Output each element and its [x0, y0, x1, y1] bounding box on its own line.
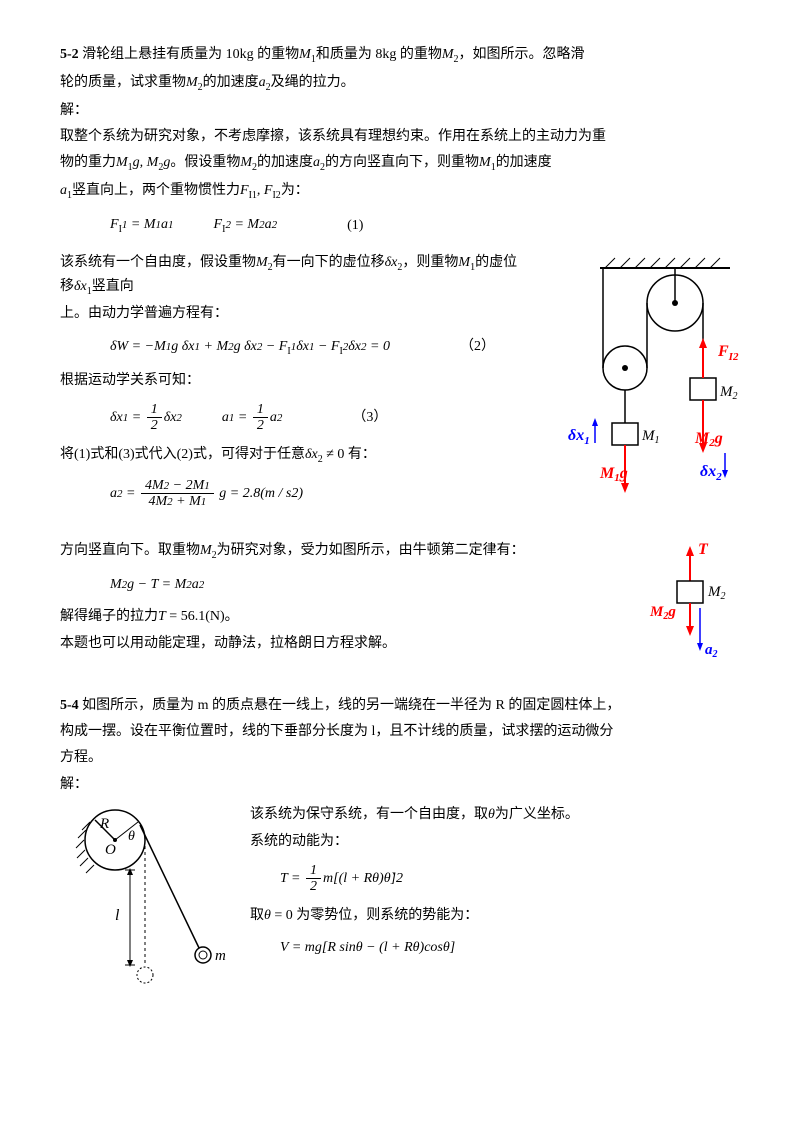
- svg-text:M2g: M2g: [649, 604, 676, 622]
- svg-text:θ: θ: [128, 829, 135, 844]
- svg-text:T: T: [698, 541, 709, 558]
- para-1b: 物的重力M1g, M2g。假设重物M2的加速度a2的方向竖直向下，则重物M1的加…: [60, 152, 740, 176]
- para-3: 该系统有一个自由度，假设重物M2有一向下的虚位移δx2，则重物M1的虚位移δx1…: [60, 252, 520, 300]
- para-2: a1竖直向上，两个重物惯性力FI1, FI2为：: [60, 180, 740, 204]
- equation-T: T = 12m[(l + Rθ)θ̇]2: [280, 863, 740, 895]
- svg-text:a2: a2: [705, 642, 718, 660]
- para-1: 取整个系统为研究对象，不考虑摩擦，该系统具有理想约束。作用在系统上的主动力为重: [60, 126, 740, 148]
- svg-text:M2g: M2g: [694, 430, 723, 449]
- p54-para3: 取θ = 0 为零势位，则系统的势能为：: [250, 905, 740, 927]
- para-8: 解得绳子的拉力T = 56.1(N)。: [60, 606, 630, 628]
- svg-text:M1: M1: [641, 428, 660, 446]
- figure-pendulum: R O θ m l: [60, 800, 240, 1008]
- problem-5-2-title: 5-2 滑轮组上悬挂有质量为 10kg 的重物M1和质量为 8kg 的重物M2，…: [60, 44, 740, 68]
- svg-text:m: m: [215, 948, 226, 964]
- p54-line2: 构成一摆。设在平衡位置时，线的下垂部分长度为 l，且不计线的质量，试求摆的运动微…: [60, 721, 740, 743]
- p54-line3: 方程。: [60, 747, 740, 769]
- para-5: 根据运动学关系可知：: [60, 370, 520, 392]
- svg-text:R: R: [99, 816, 109, 832]
- figure-pulley: FI2 M2 δx1 M1 M2g δx2 M1g: [530, 248, 740, 536]
- svg-text:FI2: FI2: [717, 343, 739, 363]
- equation-3: δx1 = 12δx2 a1 = 12a2 （3）: [110, 402, 520, 434]
- figure-fbd: T M2 M2g a2: [640, 536, 740, 674]
- svg-text:M1g: M1g: [599, 465, 628, 484]
- equation-V: V = mg[R sinθ − (l + Rθ)cosθ]: [280, 937, 740, 959]
- para-9: 本题也可以用动能定理，动静法，拉格朗日方程求解。: [60, 633, 630, 655]
- equation-2: δW = −M1g δx1 + M2g δx2 − FI1δx1 − FI2δx…: [110, 336, 520, 360]
- problem-line-2: 轮的质量，试求重物M2的加速度a2及绳的拉力。: [60, 72, 740, 96]
- svg-text:M2: M2: [719, 384, 738, 402]
- svg-text:δx1: δx1: [568, 427, 590, 447]
- svg-text:M2: M2: [707, 584, 726, 602]
- equation-1: FI1 = M1a1 FI2 = M2a2 (1): [110, 214, 740, 238]
- problem-number: 5-2: [60, 47, 79, 62]
- problem-number-2: 5-4: [60, 698, 79, 713]
- p54-para2: 系统的动能为：: [250, 831, 740, 853]
- para-4: 上。由动力学普遍方程有：: [60, 303, 520, 325]
- svg-text:O: O: [105, 842, 116, 858]
- p54-para1: 该系统为保守系统，有一个自由度，取θ为广义坐标。: [250, 804, 740, 826]
- p54-solution-label: 解：: [60, 774, 740, 796]
- solution-label: 解：: [60, 100, 740, 122]
- equation-4: a2 = 4M2 − 2M14M2 + M1 g = 2.8(m / s2): [110, 478, 520, 510]
- svg-text:l: l: [115, 907, 120, 924]
- page: 5-2 滑轮组上悬挂有质量为 10kg 的重物M1和质量为 8kg 的重物M2，…: [60, 44, 740, 1009]
- equation-5: M2g − T = M2a2: [110, 574, 630, 596]
- svg-text:δx2: δx2: [700, 463, 722, 483]
- para-6: 将(1)式和(3)式代入(2)式，可得对于任意δx2 ≠ 0 有：: [60, 444, 520, 468]
- problem-5-4-title: 5-4 如图所示，质量为 m 的质点悬在一线上，线的另一端绕在一半径为 R 的固…: [60, 695, 740, 717]
- para-7: 方向竖直向下。取重物M2为研究对象，受力如图所示，由牛顿第二定律有：: [60, 540, 630, 564]
